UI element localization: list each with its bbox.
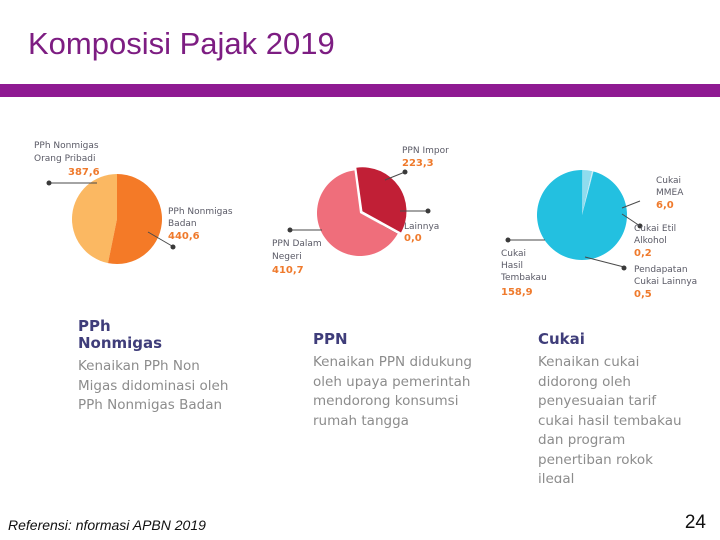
panel-cukai-line: dan program <box>538 432 626 448</box>
panel-pph-description: Kenaikan PPh Non Migas didominasi oleh P… <box>78 357 278 416</box>
label-pph-badan-line1: PPh Nonmigas <box>168 207 233 217</box>
label-cukai-etil-line2: Alkohol <box>634 236 667 246</box>
panel-pph-heading: PPh Nonmigas <box>78 318 278 352</box>
title-divider-bar <box>0 84 720 97</box>
value-ppn-dn: 410,7 <box>272 265 304 276</box>
panel-ppn: PPN Kenaikan PPN didukung oleh upaya pem… <box>313 331 513 431</box>
panel-pph-line: PPh Nonmigas Badan <box>78 397 223 413</box>
panel-pph-line: Kenaikan PPh Non <box>78 358 200 374</box>
pie-slice-cukai-hasil-tembakau <box>537 170 628 260</box>
pie-slice-pph-nonmigas-orang-pribadi <box>72 174 117 264</box>
label-cukai-ht-line1: Cukai <box>501 249 526 259</box>
pie-chart-pph: PPh Nonmigas Orang Pribadi 387,6 PPh Non… <box>34 141 233 264</box>
pie-slice-lainnya <box>360 213 398 235</box>
pie-slice-pendapatan-cukai-lainnya <box>582 171 594 215</box>
panel-ppn-line: rumah tangga <box>313 412 409 429</box>
label-ppn-impor: PPN Impor <box>402 146 449 156</box>
panel-cukai-line: cukai hasil tembakau <box>538 412 682 429</box>
page-number: 24 <box>684 512 706 533</box>
panel-pph-nonmigas: PPh Nonmigas Kenaikan PPh Non Migas dido… <box>78 318 278 416</box>
pie-slice-ppn-impor <box>356 167 407 233</box>
value-cukai-etil: 0,2 <box>634 248 652 259</box>
label-ppn-dn-line2: Negeri <box>272 252 302 262</box>
value-lainnya: 0,0 <box>404 233 422 244</box>
value-cukai-ht: 158,9 <box>501 287 533 298</box>
label-cukai-etil-line1: Cukai Etil <box>634 224 676 234</box>
pie-chart-cukai: Cukai MMEA 6,0 Cukai Etil Alkohol 0,2 Pe… <box>500 170 697 300</box>
panel-ppn-line: Kenaikan PPN didukung <box>313 354 472 370</box>
value-cukai-lain: 0,5 <box>634 289 652 300</box>
label-cukai-mmea-line2: MMEA <box>656 188 684 198</box>
value-pph-op: 387,6 <box>68 167 100 178</box>
label-pph-op-line1: PPh Nonmigas <box>34 141 99 151</box>
value-pph-badan: 440,6 <box>168 231 200 242</box>
label-ppn-dn-line1: PPN Dalam <box>272 239 322 249</box>
label-cukai-mmea-line1: Cukai <box>656 176 681 186</box>
footer-reference: Referensi: nformasi APBN 2019 <box>8 517 206 533</box>
panel-ppn-heading: PPN <box>313 330 348 348</box>
label-pph-badan-line2: Badan <box>168 219 197 229</box>
panel-ppn-line: oleh upaya pemerintah <box>313 373 471 390</box>
label-cukai-lain-line1: Pendapatan <box>634 265 688 275</box>
panel-cukai-line: didorong oleh <box>538 373 631 390</box>
pie-slice-cukai-mmea <box>582 170 593 215</box>
panel-cukai-line: Kenaikan cukai <box>538 354 640 370</box>
panel-pph-line: Migas didominasi oleh <box>78 377 229 394</box>
label-cukai-ht-line3: Tembakau <box>500 273 547 283</box>
value-cukai-mmea: 6,0 <box>656 200 674 211</box>
panel-pph-heading-line1: PPh <box>78 317 111 335</box>
pie-slice-pph-nonmigas-badan <box>108 174 163 264</box>
panel-cukai-description: Kenaikan cukai didorong oleh penyesuaian… <box>538 353 708 483</box>
panel-ppn-description: Kenaikan PPN didukung oleh upaya pemerin… <box>313 353 513 431</box>
panel-ppn-line: mendorong konsumsi <box>313 393 459 409</box>
label-cukai-ht-line2: Hasil <box>501 261 523 271</box>
panel-pph-heading-line2: Nonmigas <box>78 334 163 352</box>
label-pph-op-line2: Orang Pribadi <box>34 154 96 164</box>
panel-cukai-heading: Cukai <box>538 331 585 348</box>
panel-cukai-line: penertiban rokok <box>538 451 653 468</box>
label-cukai-lain-line2: Cukai Lainnya <box>634 277 697 287</box>
panel-cukai: Cukai Kenaikan cukai didorong oleh penye… <box>538 331 708 483</box>
pie-chart-ppn: PPN Impor 223,3 Lainnya 0,0 PPN Dalam Ne… <box>272 146 449 276</box>
panel-cukai-line: penyesuaian tarif <box>538 393 657 409</box>
label-lainnya: Lainnya <box>404 222 439 232</box>
pie-slice-cukai-etil-alkohol <box>582 171 593 215</box>
value-ppn-impor: 223,3 <box>402 158 434 169</box>
panel-cukai-line: ilegal <box>538 471 575 483</box>
page-title: Komposisi Pajak 2019 <box>28 26 335 61</box>
pie-slice-ppn-dalam-negeri <box>317 170 398 256</box>
